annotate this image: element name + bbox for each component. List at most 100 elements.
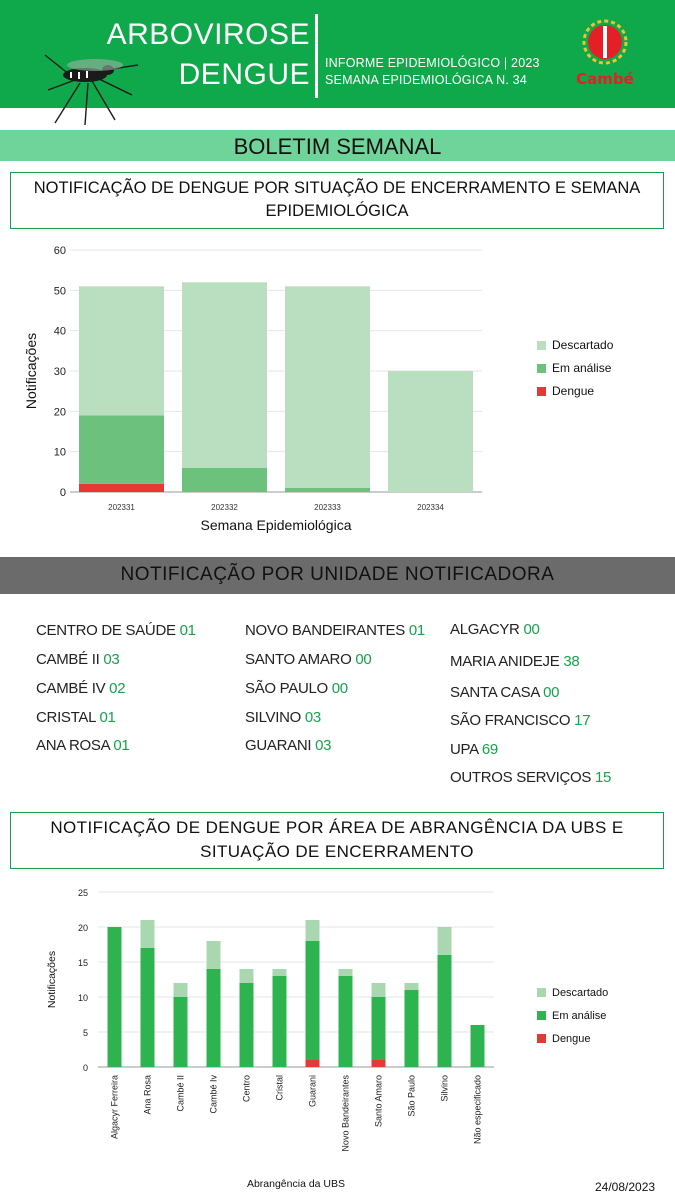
unit-count: 03 xyxy=(304,709,321,726)
bar-descartado xyxy=(371,983,386,997)
logo-text: Cambé xyxy=(576,70,634,88)
y-tick-label: 10 xyxy=(54,447,66,459)
section2-title: NOTIFICAÇÃO POR UNIDADE NOTIFICADORA xyxy=(120,564,555,585)
legend-swatch xyxy=(537,988,546,997)
bar-em-an-lise xyxy=(371,997,386,1060)
unit-item: MARIA ANIDEJE 38 xyxy=(450,653,580,670)
y-tick-label: 20 xyxy=(54,406,66,418)
x-axis-label: Abrangência da UBS xyxy=(247,1178,345,1190)
unit-name: ALGACYR xyxy=(450,621,520,638)
bar-descartado xyxy=(338,969,353,976)
legend-label: Descartado xyxy=(552,338,614,352)
y-tick-label: 10 xyxy=(78,993,88,1003)
legend-label: Em análise xyxy=(552,1010,606,1022)
unit-name: MARIA ANIDEJE xyxy=(450,653,560,670)
y-tick-label: 40 xyxy=(54,326,66,338)
bar-dengue xyxy=(79,483,164,492)
x-tick-label: Cambé II xyxy=(176,1075,186,1112)
y-tick-label: 30 xyxy=(54,366,66,378)
unit-item: CENTRO DE SAÚDE 01 xyxy=(36,622,196,639)
bar-descartado xyxy=(305,920,320,941)
y-tick-label: 5 xyxy=(83,1028,88,1038)
bar-em-an-lise xyxy=(305,941,320,1060)
bar-em-an-lise xyxy=(470,1025,485,1067)
unit-name: SÃO PAULO xyxy=(245,680,328,697)
unit-count: 01 xyxy=(99,709,116,726)
unit-item: ANA ROSA 01 xyxy=(36,737,130,754)
bar-em-an-lise xyxy=(437,955,452,1067)
bar-dengue xyxy=(371,1060,386,1067)
bar-em-an-lise xyxy=(79,415,164,484)
bar-em-an-lise xyxy=(173,997,188,1067)
bar-descartado xyxy=(182,282,267,468)
section1-title-card: NOTIFICAÇÃO DE DENGUE POR SITUAÇÃO DE EN… xyxy=(10,172,664,229)
unit-item: SÃO FRANCISCO 17 xyxy=(450,712,591,729)
unit-count: 01 xyxy=(113,737,130,754)
unit-count: 00 xyxy=(355,651,372,668)
x-tick-label: Silvino xyxy=(440,1075,450,1102)
legend-swatch xyxy=(537,387,546,396)
section3-title: NOTIFICAÇÃO DE DENGUE POR ÁREA DE ABRANG… xyxy=(50,818,624,861)
header-subtitle-line2: SEMANA EPIDEMIOLÓGICA N. 34 xyxy=(325,73,527,87)
unit-name: SILVINO xyxy=(245,709,301,726)
unit-name: OUTROS SERVIÇOS xyxy=(450,769,592,786)
unit-count: 01 xyxy=(179,622,196,639)
unit-name: ANA ROSA xyxy=(36,737,110,754)
unit-item: CAMBÉ II 03 xyxy=(36,651,120,668)
report-date: 24/08/2023 xyxy=(595,1180,656,1194)
bar-descartado xyxy=(388,371,473,492)
y-tick-label: 50 xyxy=(54,285,66,297)
unit-name: CAMBÉ IV xyxy=(36,680,106,697)
unit-item: SANTA CASA 00 xyxy=(450,684,560,701)
section2-band xyxy=(0,557,675,594)
bar-descartado xyxy=(79,286,164,416)
header-divider xyxy=(315,14,318,98)
y-axis-label: Notificações xyxy=(23,333,39,409)
legend-swatch xyxy=(537,1011,546,1020)
unit-count: 00 xyxy=(523,621,540,638)
bar-descartado xyxy=(239,969,254,983)
x-tick-label: 202334 xyxy=(417,503,444,512)
x-tick-label: Novo Bandeirantes xyxy=(341,1075,351,1152)
x-tick-label: Não especificado xyxy=(473,1075,483,1144)
unit-item: GUARANI 03 xyxy=(245,737,332,754)
x-tick-label: Santo Amaro xyxy=(374,1075,384,1127)
unit-count: 00 xyxy=(331,680,348,697)
legend-swatch xyxy=(537,364,546,373)
unit-item: SILVINO 03 xyxy=(245,709,321,726)
x-tick-label: 202331 xyxy=(108,503,135,512)
x-tick-label: Cristal xyxy=(275,1075,285,1101)
y-tick-label: 20 xyxy=(78,923,88,933)
bar-em-an-lise xyxy=(107,927,122,1067)
y-tick-label: 60 xyxy=(54,245,66,257)
legend-label: Dengue xyxy=(552,384,594,398)
unit-count: 02 xyxy=(109,680,126,697)
header-subtitle-line1: INFORME EPIDEMIOLÓGICO | 2023 xyxy=(325,56,540,70)
unit-item: NOVO BANDEIRANTES 01 xyxy=(245,622,425,639)
bar-descartado xyxy=(437,927,452,955)
mosquito-icon xyxy=(44,54,139,125)
weekly-bulletin-title: BOLETIM SEMANAL xyxy=(233,134,442,159)
unit-count: 15 xyxy=(594,769,612,786)
bar-descartado xyxy=(285,286,370,488)
bar-em-an-lise xyxy=(272,976,287,1067)
unit-name: UPA xyxy=(450,741,479,758)
x-tick-label: Centro xyxy=(242,1075,252,1102)
chart-notifications-by-ubs: 0 5 10 15 20 25 Algacyr Ferreira Ana Rosa Cambé … xyxy=(46,888,608,1190)
bar-em-an-lise xyxy=(182,467,267,492)
unit-count: 01 xyxy=(408,622,425,639)
unit-name: NOVO BANDEIRANTES xyxy=(245,622,405,639)
bar-em-an-lise xyxy=(206,969,221,1067)
legend-label: Dengue xyxy=(552,1033,591,1045)
x-tick-label: Cambé Iv xyxy=(209,1075,219,1114)
legend-label: Descartado xyxy=(552,987,608,999)
bar-dengue xyxy=(305,1060,320,1067)
unit-name: GUARANI xyxy=(245,737,312,754)
unit-count: 38 xyxy=(563,653,580,670)
x-tick-label: 202332 xyxy=(211,503,238,512)
unit-item: ALGACYR 00 xyxy=(450,621,540,638)
unit-count: 03 xyxy=(315,737,332,754)
unit-count: 69 xyxy=(481,741,498,758)
bar-descartado xyxy=(173,983,188,997)
header-title-line2: DENGUE xyxy=(178,58,310,91)
